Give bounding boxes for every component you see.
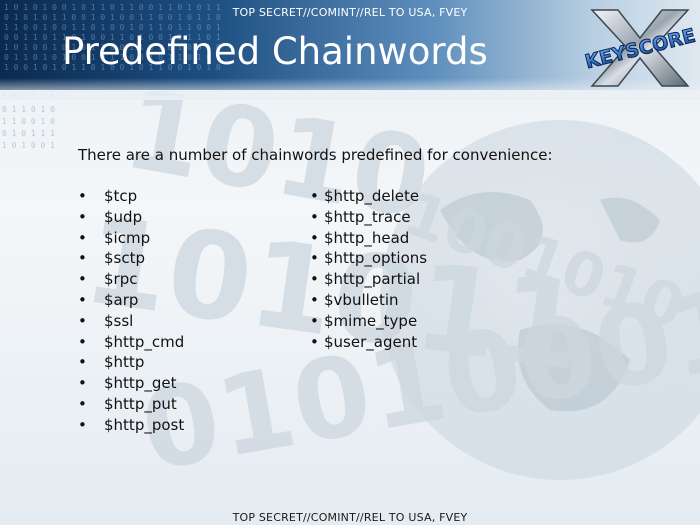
header-fade [0, 78, 700, 100]
chainword-item: • $http_partial [310, 269, 427, 290]
chainword-item: • $mime_type [310, 311, 427, 332]
chainword-label: $http [104, 353, 145, 372]
svg-text:1 1 0 0 1 0: 1 1 0 0 1 0 [2, 117, 55, 126]
chainword-label: $rpc [104, 270, 138, 289]
bullet-icon: • [310, 228, 319, 247]
chainword-item: • $http_delete [310, 186, 427, 207]
header-band: 1 0 1 0 1 0 0 1 0 1 1 0 1 1 0 0 1 1 0 1 … [0, 0, 700, 90]
chainword-label: $http_options [324, 249, 428, 268]
chainword-item: • $arp [78, 290, 184, 311]
header-binary-pattern: 1 0 1 0 1 0 0 1 0 1 1 0 1 1 0 0 1 1 0 1 … [4, 3, 221, 72]
chainword-item: • $icmp [78, 228, 184, 249]
chainword-list-left: • $tcp • $udp • $icmp • $sctp • $rpc • $arp • $ssl • $h… [78, 186, 184, 436]
bullet-icon: • [78, 228, 87, 247]
bullet-icon: • [310, 249, 319, 268]
bullet-icon: • [310, 332, 319, 351]
bullet-icon: • [78, 311, 87, 330]
bullet-icon: • [78, 290, 87, 309]
chainword-label: $http_trace [324, 207, 411, 226]
svg-text:0 1 0 1 0 1 1 0 0 1 0 1 0: 0 1 0 1 0 1 1 0 0 1 0 1 0 0 1 1 0 0 1 0 … [4, 13, 221, 22]
bullet-icon: • [78, 207, 87, 226]
logo-wordmark: KEYSCORE [584, 25, 696, 74]
chainword-item: • $http_options [310, 248, 427, 269]
chainword-label: $mime_type [324, 311, 418, 330]
bullet-icon: • [78, 394, 87, 413]
chainword-label: $arp [104, 290, 139, 309]
intro-text: There are a number of chainwords predefi… [78, 146, 553, 164]
chainword-item: • $http_put [78, 394, 184, 415]
bullet-icon: • [310, 207, 319, 226]
slide-title: Predefined Chainwords [62, 30, 488, 73]
chainword-item: • $http_get [78, 373, 184, 394]
bullet-icon: • [78, 270, 87, 289]
chainword-label: $http_get [104, 374, 177, 393]
chainword-item: • $vbulletin [310, 290, 427, 311]
chainword-label: $udp [104, 207, 143, 226]
chainword-item: • $http_head [310, 228, 427, 249]
chainword-item: • $user_agent [310, 332, 427, 353]
chainword-item: • $rpc [78, 269, 184, 290]
svg-text:0 1 1 0 1 0 1 0 0 1 0 1 1: 0 1 1 0 1 0 1 0 0 1 0 1 1 0 0 1 0 1 1 0 … [4, 53, 221, 62]
bullet-icon: • [78, 187, 87, 205]
chainword-label: $http_put [104, 394, 177, 413]
chainword-label: $http_cmd [104, 332, 185, 351]
classification-banner-top: TOP SECRET//COMINT//REL TO USA, FVEY [232, 6, 468, 19]
chainword-label: $tcp [104, 187, 138, 205]
chainword-item: • $ssl [78, 311, 184, 332]
svg-text:1 0 1 0 0 1: 1 0 1 0 0 1 [2, 141, 55, 150]
chainword-label: $http_post [104, 415, 185, 434]
chainword-label: $http_partial [324, 270, 421, 289]
chainword-item: • $sctp [78, 248, 184, 269]
bullet-icon: • [78, 353, 87, 372]
bullet-icon: • [310, 290, 319, 309]
chainword-label: $ssl [104, 311, 134, 330]
svg-text:0 0 1 1 0 1 1 0 1 0 0 1 1: 0 0 1 1 0 1 1 0 1 0 0 1 1 0 1 0 0 1 0 1 … [4, 33, 221, 42]
svg-text:1 0 0 1 0 1 0 1 1 0 1 0 0: 1 0 0 1 0 1 0 1 1 0 1 0 0 1 0 1 1 0 0 1 … [4, 63, 221, 72]
chainword-item: • $udp [78, 207, 184, 228]
bullet-icon: • [310, 187, 319, 205]
svg-text:0 1 0 1 1 1: 0 1 0 1 1 1 [2, 129, 55, 138]
bullet-icon: • [310, 311, 319, 330]
chainword-item: • $tcp [78, 186, 184, 207]
chainword-item: • $http_cmd [78, 332, 184, 353]
chainword-item: • $http_post [78, 415, 184, 436]
chainword-list-right: • $http_delete • $http_trace • $http_head • $ht… [310, 186, 427, 352]
chainword-item: • $http [78, 352, 184, 373]
chainword-label: $vbulletin [324, 290, 399, 309]
classification-banner-bottom: TOP SECRET//COMINT//REL TO USA, FVEY [232, 511, 468, 524]
chainword-label: $http_head [324, 228, 410, 247]
keyscore-logo-icon: KEYSCORE [584, 9, 696, 87]
chainword-label: $http_delete [324, 187, 420, 205]
bullet-icon: • [310, 270, 319, 289]
chainword-item: • $http_trace [310, 207, 427, 228]
chainword-label: $user_agent [324, 332, 418, 351]
bullet-icon: • [78, 415, 87, 434]
svg-text:0 1 1 0 1 0: 0 1 1 0 1 0 [2, 105, 55, 114]
bullet-icon: • [78, 332, 87, 351]
bullet-icon: • [78, 249, 87, 268]
svg-text:1 1 0 0 1 0 0 1 1 0 1 0 0: 1 1 0 0 1 0 0 1 1 0 1 0 0 1 0 1 1 0 1 1 … [4, 23, 221, 32]
svg-text:1 0 1 0 0 1 0 1 0 1 1 0 0: 1 0 1 0 0 1 0 1 0 1 1 0 0 1 1 0 1 0 1 0 … [4, 43, 221, 52]
svg-text:1 0 1 0 1 0 0 1 0 1 1 0 1: 1 0 1 0 1 0 0 1 0 1 1 0 1 1 0 0 1 1 0 1 … [4, 3, 221, 12]
chainword-label: $sctp [104, 249, 146, 268]
bullet-icon: • [78, 374, 87, 393]
chainword-label: $icmp [104, 228, 151, 247]
